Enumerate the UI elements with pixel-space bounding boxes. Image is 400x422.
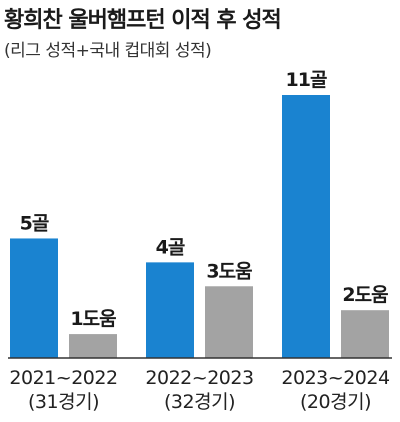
category-label-1: 2021~2022 (31경기) (0, 366, 134, 414)
bar-goals-2022~2023 (146, 262, 194, 358)
category-label-3: 2023~2024 (20경기) (266, 366, 400, 414)
category-matches: (31경기) (28, 391, 99, 413)
category-season: 2022~2023 (145, 367, 254, 389)
chart-subtitle: (리그 성적+국내 컵대회 성적) (4, 41, 212, 61)
data-label-goals-2023~2024: 11골 (286, 69, 327, 91)
data-label-assists-2021~2022: 1도움 (70, 308, 116, 330)
bar-assists-2023~2024 (341, 310, 389, 358)
bar-assists-2021~2022 (69, 334, 117, 358)
data-label-assists-2022~2023: 3도움 (206, 260, 252, 282)
data-label-goals-2022~2023: 4골 (156, 236, 185, 258)
bar-assists-2022~2023 (205, 286, 253, 358)
category-matches: (20경기) (300, 391, 371, 413)
data-label-goals-2021~2022: 5골 (20, 212, 49, 234)
category-season: 2023~2024 (281, 367, 390, 389)
data-label-assists-2023~2024: 2도움 (342, 284, 388, 306)
category-matches: (32경기) (164, 391, 235, 413)
bar-goals-2021~2022 (10, 238, 58, 358)
category-label-2: 2022~2023 (32경기) (130, 366, 270, 414)
chart-title: 황희찬 울버햄프턴 이적 후 성적 (4, 8, 282, 33)
category-season: 2021~2022 (9, 367, 118, 389)
bar-goals-2023~2024 (282, 95, 330, 358)
